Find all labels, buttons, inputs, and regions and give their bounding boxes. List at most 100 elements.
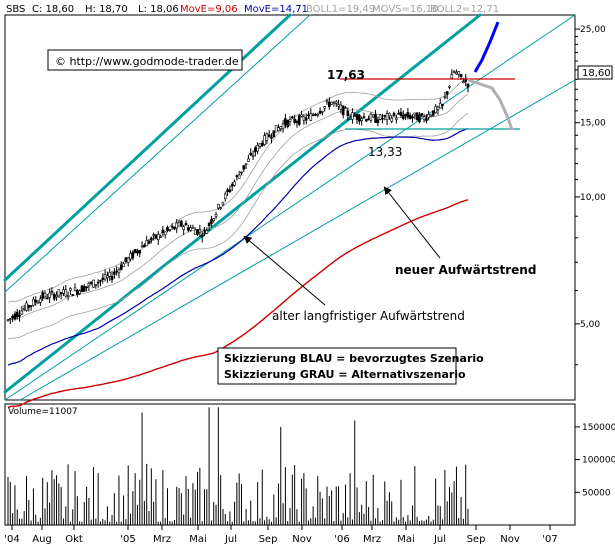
scenario-grey-path: [467, 78, 514, 131]
candle-body: [367, 118, 370, 121]
volume-y-axis: 150000 100000 50000: [575, 423, 615, 498]
candle-body: [41, 292, 44, 299]
candle-body: [445, 91, 449, 95]
x-tick-label: Jul: [224, 534, 237, 545]
x-tick-label: Sep: [259, 534, 278, 545]
candle-body: [427, 114, 431, 118]
x-tick-label: Mai: [189, 534, 207, 545]
candle-body: [260, 142, 264, 147]
resistance-label: 17,63: [327, 68, 365, 82]
candle-body: [256, 145, 259, 152]
candle-body: [235, 175, 239, 177]
candle-body: [302, 116, 306, 121]
candle-body: [101, 277, 105, 280]
candle-body: [272, 130, 276, 137]
candle-body: [251, 155, 255, 157]
candle-body: [45, 297, 49, 300]
candle-body: [163, 231, 167, 236]
new-uptrend-line: [19, 79, 576, 401]
candle-body: [339, 104, 343, 110]
candle-body: [173, 226, 176, 230]
header-high: H: 18,70: [85, 4, 128, 15]
candle-body: [9, 318, 12, 320]
ema-fast-line: [7, 199, 469, 408]
candle-body: [418, 114, 421, 123]
candle-body: [34, 299, 38, 303]
candle-body: [390, 118, 394, 122]
candle-body: [92, 279, 95, 288]
candle-body: [388, 113, 391, 116]
candle-body: [207, 223, 211, 227]
candle-body: [413, 112, 417, 116]
upper-old-channel: [4, 14, 311, 293]
header-move-fast: MovE=9,06: [180, 4, 238, 15]
x-tick-label: '05: [120, 534, 135, 545]
new-trend-arrow: [383, 186, 441, 259]
candle-body: [73, 287, 77, 291]
header-close: C: 18,60: [32, 4, 74, 15]
candle-body: [39, 298, 42, 303]
candle-body: [223, 193, 227, 199]
candle-body: [395, 117, 398, 120]
candle-body: [408, 115, 412, 119]
candle-body: [166, 227, 169, 231]
support-label: 13,33: [368, 145, 402, 159]
candle-body: [159, 236, 162, 238]
legend-blue-text: Skizzierung BLAU = bevorzugtes Szenario: [224, 352, 484, 365]
candle-body: [200, 235, 204, 238]
candle-body: [80, 285, 84, 293]
price-tick-label: 10,00: [580, 193, 606, 203]
candle-body: [244, 163, 248, 165]
candle-body: [175, 222, 179, 229]
candle-body: [353, 115, 357, 118]
candle-body: [452, 71, 456, 73]
candle-body: [425, 118, 428, 121]
candle-body: [385, 113, 389, 120]
candle-body: [96, 281, 100, 284]
volume-label: Volume=11007: [8, 407, 78, 417]
candle-body: [381, 117, 384, 120]
candle-body: [397, 113, 400, 115]
candle-body: [457, 71, 461, 75]
candle-body: [147, 240, 151, 244]
volume-tick-label: 100000: [582, 456, 615, 466]
candle-body: [277, 127, 280, 132]
candle-body: [99, 280, 102, 282]
candle-body: [143, 245, 146, 248]
candle-body: [32, 298, 35, 306]
x-tick-label: '06: [334, 534, 349, 545]
candle-body: [311, 114, 315, 117]
candle-body: [334, 101, 338, 104]
x-tick-label: Okt: [65, 534, 83, 545]
candle-body: [371, 114, 375, 118]
candle-body: [228, 189, 232, 192]
header-boll2: BOLL2=12,71: [430, 4, 499, 15]
price-tick-label: 25,00: [580, 25, 606, 35]
candle-body: [20, 310, 24, 315]
candle-body: [358, 114, 361, 122]
candle-body: [187, 227, 190, 231]
candle-body: [242, 165, 246, 170]
candle-body: [411, 116, 414, 119]
candle-body: [364, 119, 368, 122]
header: SBS C: 18,60 H: 18,70 L: 18,06 MovE=9,06…: [6, 4, 499, 15]
candle-body: [247, 158, 250, 162]
volume-bars: [7, 407, 469, 525]
time-x-axis: '04 Aug Okt '05 Mrz Mai Jul Sep Nov '06 Mrz Mai Jul S…: [4, 525, 558, 545]
candle-body: [344, 107, 347, 109]
candle-body: [177, 222, 181, 227]
candle-body: [94, 284, 98, 286]
candle-body: [291, 116, 294, 119]
candle-body: [122, 263, 125, 268]
candle-body: [103, 274, 107, 280]
candle-body: [441, 104, 444, 106]
candle-body: [406, 112, 410, 118]
candle-body: [237, 174, 241, 179]
candle-body: [106, 275, 109, 279]
candle-body: [328, 101, 331, 108]
candle-body: [150, 237, 153, 241]
candle-body: [221, 201, 225, 205]
candle-body: [378, 114, 382, 120]
candle-body: [265, 133, 269, 141]
